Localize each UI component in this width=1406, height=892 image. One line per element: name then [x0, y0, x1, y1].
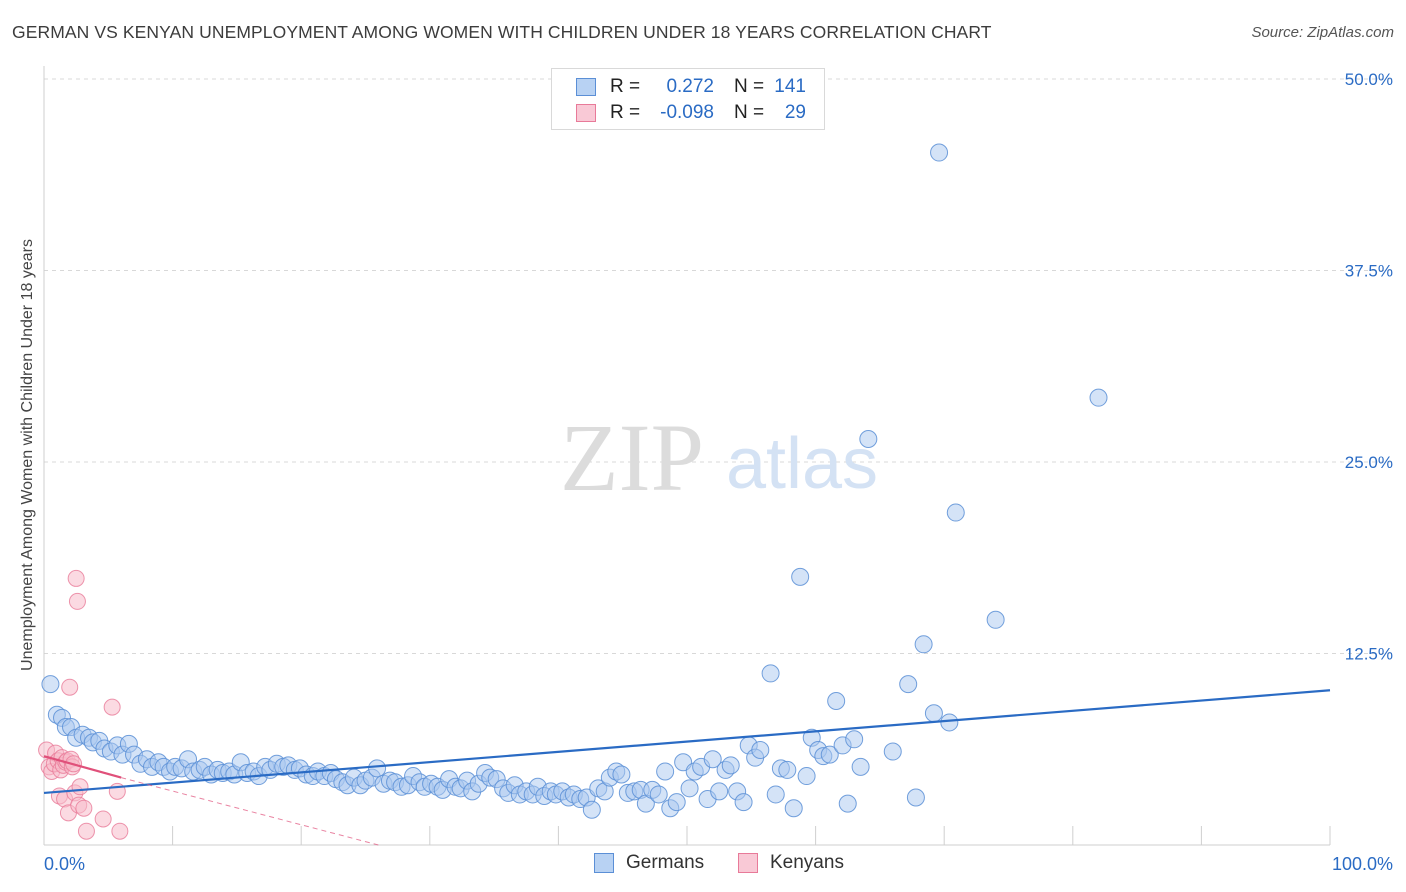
legend-r-label: R =: [610, 76, 641, 97]
kenyan-point: [103, 698, 121, 716]
german-point: [940, 713, 959, 732]
german-point: [612, 765, 631, 784]
germans-legend-swatch: [594, 853, 614, 873]
kenyans-trend-line: [43, 755, 122, 779]
german-point: [820, 745, 839, 764]
german-point: [784, 799, 803, 818]
german-point: [899, 675, 918, 694]
german-point: [838, 794, 857, 813]
german-point: [761, 664, 780, 683]
bottom-legend-germans[interactable]: Germans: [594, 852, 704, 874]
german-point: [946, 503, 965, 522]
gridlines: [44, 78, 1394, 654]
german-point: [721, 756, 740, 775]
kenyan-point: [71, 778, 89, 796]
german-point: [710, 782, 729, 801]
watermark: ZIP atlas: [560, 404, 878, 511]
y-tick-label: 50.0%: [1345, 70, 1393, 89]
german-point: [791, 567, 810, 586]
germans-trend-line: [43, 689, 1331, 795]
legend-n-value: 29: [784, 102, 806, 123]
german-point: [851, 757, 870, 776]
legend-n-label: N =: [734, 76, 765, 97]
trend-lines: [43, 689, 1331, 846]
legend-r-value: 0.272: [666, 76, 714, 97]
german-point: [883, 742, 902, 761]
germans-legend-label: Germans: [626, 852, 705, 873]
german-point: [751, 741, 770, 760]
watermark-zip: ZIP: [560, 404, 704, 511]
kenyan-point: [68, 592, 86, 610]
kenyans-swatch: [576, 104, 596, 122]
bottom-legend-kenyans[interactable]: Kenyans: [738, 852, 844, 874]
german-point: [845, 730, 864, 749]
kenyan-point: [94, 810, 112, 828]
german-point: [914, 635, 933, 654]
german-point: [906, 788, 925, 807]
legend-n-label: N =: [734, 102, 765, 123]
x-tick-label-min: 0.0%: [44, 854, 85, 874]
german-point: [703, 750, 722, 769]
german-point: [734, 793, 753, 812]
correlation-legend: R = 0.272 N = 141 R = -0.098 N = 29: [551, 68, 825, 130]
chart-title: GERMAN VS KENYAN UNEMPLOYMENT AMONG WOME…: [12, 22, 992, 42]
y-tick-label: 12.5%: [1345, 645, 1393, 664]
german-point: [986, 610, 1005, 629]
tick-labels: 12.5% 25.0% 37.5% 50.0% 0.0% 100.0%: [44, 70, 1393, 874]
german-point: [778, 760, 797, 779]
german-point: [368, 759, 387, 778]
german-point: [859, 430, 878, 449]
kenyan-point: [77, 822, 95, 840]
source-credit: Source: ZipAtlas.com: [1251, 24, 1394, 41]
kenyans-series: [38, 569, 129, 840]
german-point: [1089, 388, 1108, 407]
german-point: [656, 762, 675, 781]
german-point: [827, 691, 846, 710]
kenyan-point: [75, 799, 93, 817]
legend-row-germans: R = 0.272 N = 141: [576, 76, 806, 98]
germans-swatch: [576, 78, 596, 96]
german-point: [649, 785, 668, 804]
german-point: [930, 143, 949, 162]
legend-r-label: R =: [610, 102, 641, 123]
kenyans-legend-label: Kenyans: [770, 852, 844, 873]
legend-row-kenyans: R = -0.098 N = 29: [576, 102, 806, 124]
axes: [43, 66, 1331, 846]
kenyan-point: [67, 569, 85, 587]
legend-r-value: -0.098: [660, 102, 714, 123]
kenyans-legend-swatch: [738, 853, 758, 873]
x-tick-label-max: 100.0%: [1332, 854, 1393, 874]
german-point: [924, 704, 943, 723]
kenyan-point: [61, 678, 79, 696]
german-point: [766, 785, 785, 804]
german-point: [582, 800, 601, 819]
german-point: [41, 675, 60, 694]
y-axis-label: Unemployment Among Women with Children U…: [19, 239, 36, 671]
y-tick-label: 37.5%: [1345, 262, 1393, 281]
german-point: [667, 793, 686, 812]
german-point: [797, 767, 816, 786]
y-tick-label: 25.0%: [1345, 453, 1393, 472]
german-point: [680, 779, 699, 798]
legend-n-value: 141: [774, 76, 806, 97]
kenyan-point: [111, 822, 129, 840]
watermark-atlas: atlas: [726, 424, 878, 504]
